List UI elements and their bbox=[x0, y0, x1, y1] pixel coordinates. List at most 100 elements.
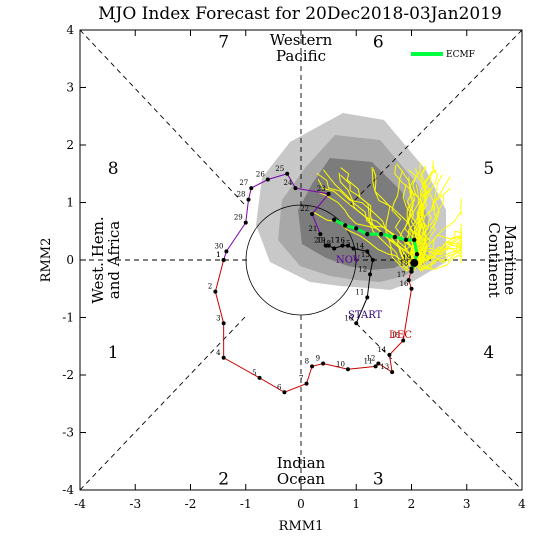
y-tick-label: 3 bbox=[66, 81, 74, 95]
y-tick-label: 2 bbox=[66, 138, 74, 152]
point-label: 12 bbox=[358, 265, 367, 273]
phase-number: 8 bbox=[108, 159, 119, 179]
y-tick-label: 0 bbox=[66, 253, 74, 267]
data-point bbox=[376, 361, 381, 366]
member-track bbox=[411, 166, 428, 264]
region-labels: Western Pacific Indian Ocean West. Hem. … bbox=[89, 31, 519, 488]
point-label: 19 bbox=[317, 237, 326, 245]
data-point bbox=[345, 243, 350, 248]
phase-number: 7 bbox=[218, 33, 229, 53]
point-label: 5 bbox=[252, 369, 256, 377]
point-label: 15 bbox=[391, 332, 400, 340]
data-point bbox=[224, 249, 229, 254]
member-track bbox=[401, 191, 431, 264]
data-point bbox=[345, 367, 350, 372]
point-label: 1 bbox=[216, 251, 220, 259]
data-point bbox=[213, 289, 218, 294]
point-label: 30 bbox=[214, 242, 223, 250]
plume-inner bbox=[298, 158, 416, 270]
region-label-bottom-2: Ocean bbox=[277, 470, 326, 488]
data-point bbox=[246, 197, 251, 202]
data-point bbox=[403, 237, 409, 243]
region-label-top-2: Pacific bbox=[276, 47, 326, 65]
x-tick-label: 3 bbox=[463, 497, 471, 511]
data-point bbox=[331, 217, 337, 222]
y-tick-label: -3 bbox=[62, 426, 74, 440]
point-label: 10 bbox=[336, 360, 345, 368]
region-label-right-1: Maritime bbox=[501, 225, 519, 295]
data-point bbox=[326, 243, 331, 248]
point-label: 22 bbox=[300, 205, 309, 213]
phase-diagram-grid bbox=[79, 29, 523, 491]
point-label: 13 bbox=[380, 363, 389, 371]
point-label: 14 bbox=[355, 242, 364, 250]
member-track bbox=[340, 167, 410, 266]
member-track bbox=[371, 166, 418, 267]
y-tick-label: -2 bbox=[62, 368, 74, 382]
y-tick-label: 1 bbox=[66, 196, 74, 210]
data-point bbox=[373, 364, 378, 369]
member-track bbox=[406, 231, 462, 263]
diagonal-line bbox=[349, 29, 523, 206]
data-point bbox=[401, 338, 406, 343]
data-point bbox=[249, 186, 254, 191]
data-point bbox=[243, 220, 248, 225]
data-point bbox=[354, 321, 359, 326]
annotations: START NOV DEC bbox=[336, 255, 412, 341]
data-point bbox=[318, 232, 323, 237]
data-point bbox=[304, 381, 309, 386]
phase-number: 1 bbox=[108, 343, 119, 363]
y-tick-label: 4 bbox=[66, 23, 74, 37]
data-point bbox=[409, 286, 414, 291]
member-track bbox=[340, 174, 408, 272]
data-point bbox=[365, 231, 370, 237]
series-line bbox=[333, 218, 419, 272]
phase-number: 3 bbox=[373, 470, 384, 490]
point-label: 21 bbox=[308, 225, 317, 233]
data-point bbox=[221, 258, 226, 262]
nov-label: NOV bbox=[336, 255, 361, 266]
x-axis-label: RMM1 bbox=[279, 519, 324, 534]
data-point bbox=[414, 252, 420, 257]
point-label: 27 bbox=[239, 179, 248, 187]
data-point bbox=[221, 355, 226, 360]
region-label-left-1: West. Hem. bbox=[89, 216, 107, 303]
x-tick-label: -3 bbox=[129, 497, 141, 511]
data-point bbox=[387, 352, 392, 357]
unit-circle bbox=[245, 204, 357, 316]
data-point bbox=[221, 321, 226, 326]
point-label: 4 bbox=[216, 349, 221, 357]
point-label: 20 bbox=[314, 237, 323, 245]
data-point bbox=[370, 258, 375, 262]
data-point bbox=[285, 171, 290, 176]
legend-label: ECMF bbox=[446, 50, 475, 60]
data-point bbox=[282, 390, 287, 395]
data-point bbox=[257, 375, 262, 380]
data-point bbox=[406, 278, 411, 283]
phase-number: 4 bbox=[483, 343, 494, 363]
data-point bbox=[368, 272, 373, 277]
point-label: 23 bbox=[317, 185, 326, 193]
region-label-left-2: and Africa bbox=[105, 221, 123, 299]
point-label: 12 bbox=[366, 355, 375, 363]
point-label: 26 bbox=[256, 171, 265, 179]
member-track bbox=[317, 191, 420, 266]
data-point bbox=[326, 191, 331, 196]
diagonal-line bbox=[349, 316, 523, 491]
data-point bbox=[354, 226, 359, 231]
x-tick-label: 1 bbox=[352, 497, 360, 511]
diagonal-line bbox=[79, 316, 246, 491]
member-track bbox=[310, 211, 422, 272]
point-label: 8 bbox=[305, 357, 309, 365]
data-point bbox=[310, 212, 315, 216]
region-label-top-1: Western bbox=[270, 31, 333, 49]
point-label: 24 bbox=[284, 179, 293, 187]
member-track bbox=[396, 163, 431, 267]
x-tick-label: 2 bbox=[408, 497, 416, 511]
point-label: 16 bbox=[400, 280, 409, 288]
dec-label: DEC bbox=[389, 330, 412, 341]
data-point bbox=[351, 246, 356, 251]
point-label: 17 bbox=[397, 271, 406, 279]
